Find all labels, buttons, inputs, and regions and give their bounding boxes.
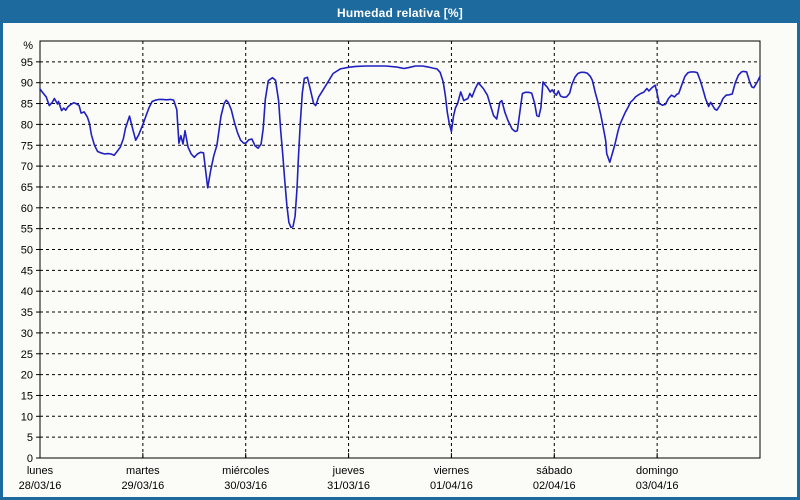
y-tick-label: 50: [21, 245, 33, 257]
y-tick-label: 15: [21, 390, 33, 402]
y-tick-label: 60: [21, 203, 33, 215]
x-date-label: 03/04/16: [636, 480, 679, 492]
y-tick-label: 20: [21, 370, 33, 382]
y-tick-label: 75: [21, 140, 33, 152]
y-tick-label: 45: [21, 265, 33, 277]
y-tick-label: 55: [21, 224, 33, 236]
chart-area: 0 5 10 15 20 25 30 35 40 45 50 55 60 65 70 75 80 85 90 95% l…: [3, 3, 797, 497]
y-tick-label: 5: [27, 432, 33, 444]
y-axis-unit-label: %: [23, 40, 33, 52]
x-day-label: miércoles: [222, 465, 270, 477]
y-tick-label: 30: [21, 328, 33, 340]
y-tick-label: 40: [21, 286, 33, 298]
x-date-label: 31/03/16: [327, 480, 370, 492]
y-tick-label: 65: [21, 182, 33, 194]
y-tick-label: 95: [21, 57, 33, 69]
y-tick-label: 90: [21, 78, 33, 90]
x-date-label: 30/03/16: [224, 480, 267, 492]
y-tick-label: 70: [21, 161, 33, 173]
x-day-label: martes: [126, 465, 160, 477]
x-date-label: 28/03/16: [19, 480, 62, 492]
x-date-label: 01/04/16: [430, 480, 473, 492]
plot-frame: [39, 40, 761, 459]
chart-svg: 0 5 10 15 20 25 30 35 40 45 50 55 60 65 70 75 80 85 90 95% l…: [19, 40, 761, 492]
window-title: Humedad relativa [%]: [336, 6, 464, 20]
x-day-label: lunes: [27, 465, 54, 477]
x-date-label: 02/04/16: [533, 480, 576, 492]
x-day-label: sábado: [536, 465, 572, 477]
window-titlebar[interactable]: Humedad relativa [%]: [3, 3, 797, 23]
y-tick-label: 10: [21, 411, 33, 423]
x-day-label: viernes: [434, 465, 470, 477]
y-tick-label: 25: [21, 349, 33, 361]
y-tick-label: 85: [21, 99, 33, 111]
x-date-label: 29/03/16: [121, 480, 164, 492]
y-tick-label: 0: [27, 453, 33, 465]
humidity-line: [39, 65, 761, 229]
y-tick-label: 80: [21, 119, 33, 131]
x-day-label: domingo: [636, 465, 678, 477]
x-day-label: jueves: [332, 465, 365, 477]
y-tick-label: 35: [21, 307, 33, 319]
